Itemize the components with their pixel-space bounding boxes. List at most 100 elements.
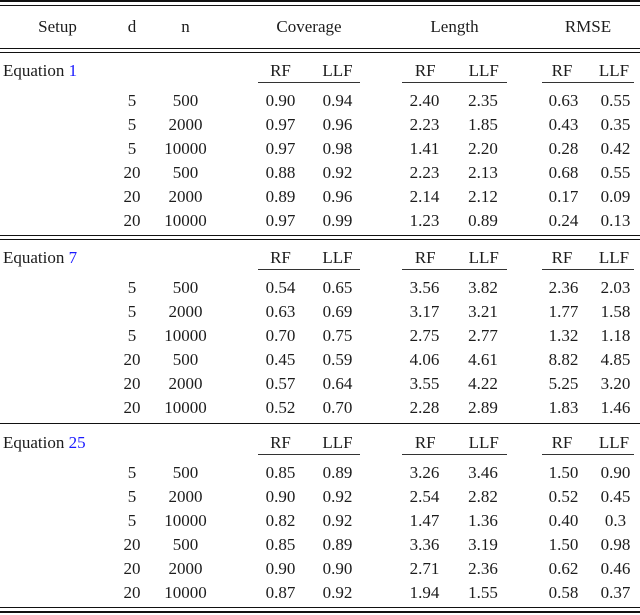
cell-n: 10000	[164, 583, 207, 602]
cell-coverage-rf: 0.90	[265, 487, 296, 506]
coverage-subheader-rule	[258, 269, 360, 270]
cell-length-rf: 2.23	[409, 163, 440, 182]
cell-rmse-rf: 1.83	[548, 398, 579, 417]
equation-number-link[interactable]: 25	[68, 433, 86, 452]
cell-length-rf: 3.36	[409, 535, 440, 554]
cell-rmse-rf: 1.50	[548, 463, 579, 482]
equation-number-link[interactable]: 1	[68, 61, 78, 80]
table-header-row: Setup d n Coverage Length RMSE	[0, 8, 640, 46]
cell-coverage-rf: 0.88	[265, 163, 296, 182]
cell-n: 2000	[168, 187, 203, 206]
cell-d: 5	[127, 463, 137, 482]
cell-coverage-rf: 0.90	[265, 559, 296, 578]
cell-coverage-rf: 0.97	[265, 139, 296, 158]
cell-coverage-rf: 0.85	[265, 463, 296, 482]
cell-rmse-llf: 0.55	[600, 163, 631, 182]
table-row: 5 2000 0.63 0.69 3.17 3.21 1.77 1.58	[0, 300, 640, 324]
cell-coverage-llf: 0.90	[322, 559, 353, 578]
subheader-length-rf: RF	[414, 248, 436, 267]
cell-rmse-rf: 1.50	[548, 535, 579, 554]
cell-length-rf: 2.54	[409, 487, 440, 506]
cell-length-rf: 1.47	[409, 511, 440, 530]
table-row: 5 10000 0.82 0.92 1.47 1.36 0.40 0.3	[0, 509, 640, 533]
cell-length-rf: 2.14	[409, 187, 440, 206]
table-row: 5 2000 0.97 0.96 2.23 1.85 0.43 0.35	[0, 113, 640, 137]
table-row: 20 500 0.88 0.92 2.23 2.13 0.68 0.55	[0, 161, 640, 185]
subheader-length-llf: LLF	[468, 61, 499, 80]
cell-rmse-llf: 0.13	[600, 211, 631, 230]
table-row: 5 500 0.90 0.94 2.40 2.35 0.63 0.55	[0, 89, 640, 113]
cell-rmse-rf: 0.24	[548, 211, 579, 230]
cell-n: 500	[172, 350, 199, 369]
cell-coverage-rf: 0.89	[265, 187, 296, 206]
subheader-length-llf: LLF	[468, 248, 499, 267]
cell-length-llf: 2.82	[468, 487, 498, 506]
coverage-subheader-rule	[258, 454, 360, 455]
column-header-d: d	[127, 17, 137, 36]
cell-length-llf: 4.22	[468, 374, 498, 393]
cell-coverage-llf: 0.70	[322, 398, 353, 417]
cell-rmse-llf: 4.85	[600, 350, 631, 369]
cell-length-llf: 0.89	[468, 211, 498, 230]
cell-length-llf: 2.12	[468, 187, 498, 206]
cell-n: 2000	[168, 302, 203, 321]
cell-rmse-rf: 0.43	[548, 115, 579, 134]
cell-length-llf: 3.82	[468, 278, 498, 297]
cell-coverage-rf: 0.85	[265, 535, 296, 554]
table-row: 5 2000 0.90 0.92 2.54 2.82 0.52 0.45	[0, 485, 640, 509]
section-label-text: Equation	[3, 61, 65, 80]
cell-rmse-llf: 0.90	[600, 463, 631, 482]
cell-length-llf: 3.46	[468, 463, 498, 482]
subheader-length-rf: RF	[414, 433, 436, 452]
cell-rmse-rf: 0.52	[548, 487, 579, 506]
cell-coverage-llf: 0.92	[322, 163, 353, 182]
section-label: Equation 7	[0, 241, 222, 269]
cell-n: 500	[172, 163, 199, 182]
cell-n: 500	[172, 91, 199, 110]
cell-d: 5	[127, 278, 137, 297]
cell-rmse-llf: 0.98	[600, 535, 631, 554]
cell-d: 20	[123, 163, 141, 182]
subheader-coverage-rf: RF	[270, 61, 291, 80]
cell-d: 20	[123, 187, 141, 206]
header-divider-rule	[0, 47, 640, 53]
subheader-coverage-rf: RF	[270, 433, 291, 452]
cell-rmse-llf: 1.46	[600, 398, 631, 417]
cell-coverage-llf: 0.96	[322, 187, 353, 206]
subheader-length-rf: RF	[414, 61, 436, 80]
cell-coverage-rf: 0.87	[265, 583, 296, 602]
subheader-rmse-rf: RF	[551, 248, 573, 267]
section-header-row: Equation 7 RF LLF RF LLF RF LLF	[0, 241, 640, 269]
cell-rmse-rf: 0.28	[548, 139, 579, 158]
cell-n: 500	[172, 463, 199, 482]
column-header-rmse: RMSE	[564, 17, 612, 36]
cell-rmse-llf: 0.37	[600, 583, 631, 602]
cell-coverage-llf: 0.59	[322, 350, 353, 369]
column-header-length: Length	[430, 17, 479, 36]
rmse-subheader-rule	[542, 454, 634, 455]
cell-coverage-llf: 0.64	[322, 374, 353, 393]
cell-coverage-llf: 0.92	[322, 583, 353, 602]
cell-d: 20	[123, 350, 141, 369]
cell-rmse-llf: 0.09	[600, 187, 631, 206]
rmse-subheader-rule	[542, 82, 634, 83]
cell-rmse-rf: 0.58	[548, 583, 579, 602]
cell-rmse-rf: 2.36	[548, 278, 579, 297]
cell-coverage-rf: 0.57	[265, 374, 296, 393]
table-bottom-rule	[0, 607, 640, 613]
cell-coverage-rf: 0.52	[265, 398, 296, 417]
cell-coverage-llf: 0.92	[322, 487, 353, 506]
cell-coverage-llf: 0.89	[322, 535, 353, 554]
cell-rmse-llf: 0.46	[600, 559, 631, 578]
cell-n: 10000	[164, 211, 207, 230]
cell-d: 5	[127, 511, 137, 530]
equation-number-link[interactable]: 7	[68, 248, 78, 267]
cell-length-rf: 2.40	[409, 91, 440, 110]
cell-coverage-llf: 0.92	[322, 511, 353, 530]
cell-coverage-rf: 0.45	[265, 350, 296, 369]
cell-rmse-rf: 0.40	[548, 511, 579, 530]
subheader-rmse-llf: LLF	[598, 248, 630, 267]
cell-coverage-llf: 0.94	[322, 91, 353, 110]
section-label-text: Equation	[3, 433, 65, 452]
table-row: 20 2000 0.89 0.96 2.14 2.12 0.17 0.09	[0, 185, 640, 209]
